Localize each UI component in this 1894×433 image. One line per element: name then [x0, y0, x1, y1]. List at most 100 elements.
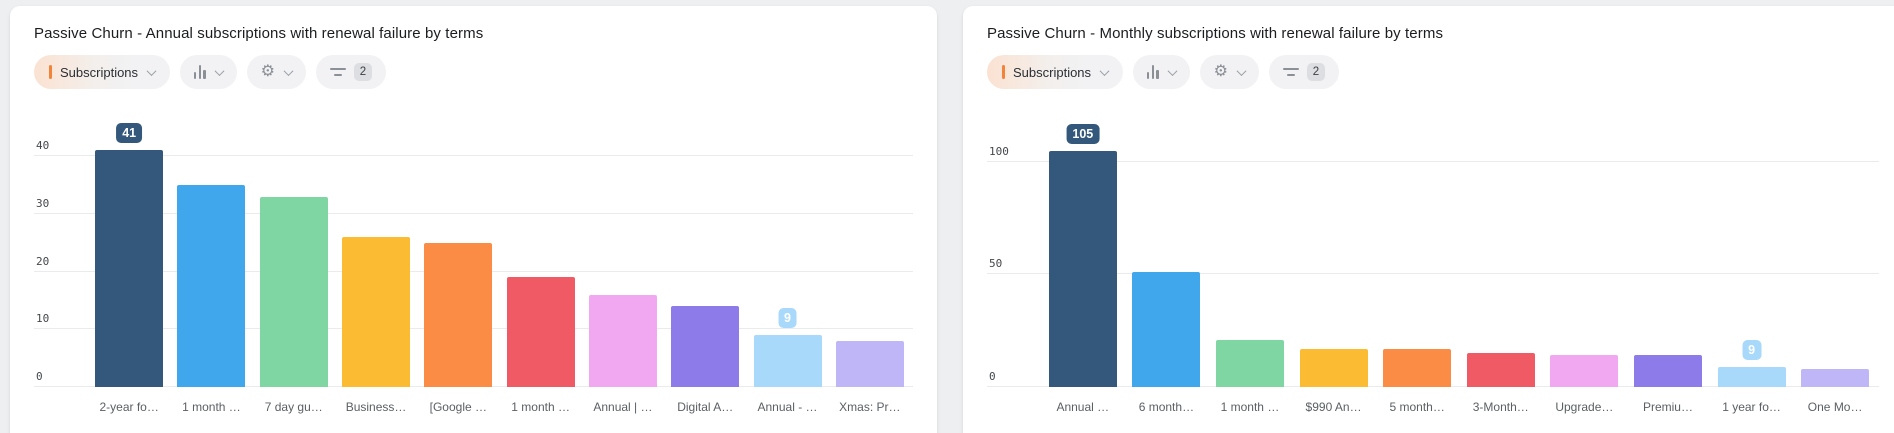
bar-1[interactable] [177, 185, 246, 387]
bar-2[interactable] [259, 196, 328, 387]
filter-pill[interactable]: 2 [315, 55, 386, 89]
x-axis-label: Annual … [1056, 400, 1110, 414]
bar-column: 9 [1710, 110, 1794, 387]
filter-lines-icon [1282, 68, 1299, 76]
chart-card-monthly: Passive Churn - Monthly subscriptions wi… [963, 6, 1894, 433]
x-axis-label: Xmas: Pr… [839, 400, 901, 414]
chart-title: Passive Churn - Monthly subscriptions wi… [987, 25, 1444, 42]
chevron-down-icon [214, 65, 225, 76]
bar-7[interactable] [671, 306, 740, 387]
chart-type-pill[interactable] [1133, 55, 1190, 89]
gear-icon: ⚙ [260, 63, 275, 80]
bar-chart-monthly: 0 50 100 105 9 Annual … 6 month… 1 month … $990… [987, 110, 1879, 414]
bar-column [1125, 110, 1209, 387]
x-axis-label: Upgrade… [1555, 400, 1614, 414]
bar-column [1543, 110, 1627, 387]
y-axis-tick-label: 30 [36, 196, 50, 210]
bar-1[interactable] [1132, 272, 1201, 387]
bar-column [253, 110, 335, 387]
bar-3[interactable] [1299, 348, 1368, 387]
data-source-label: Subscriptions [1013, 64, 1092, 80]
orange-accent-bar [1002, 65, 1005, 79]
gridline [987, 273, 1879, 275]
bar-column [582, 110, 664, 387]
chevron-down-icon [1099, 65, 1110, 76]
bars-container: 105 9 [1041, 110, 1877, 387]
data-source-label: Subscriptions [60, 64, 139, 80]
bar-column [1208, 110, 1292, 387]
bar-8[interactable] [753, 335, 822, 387]
bar-column [1292, 110, 1376, 387]
bar-column: 9 [746, 110, 828, 387]
chevron-down-icon [1236, 65, 1247, 76]
x-axis-label: Premiu… [1642, 400, 1693, 414]
settings-pill[interactable]: ⚙ [246, 55, 306, 89]
chevron-down-icon [1167, 65, 1178, 76]
chart-card-annual: Passive Churn - Annual subscriptions wit… [10, 6, 937, 433]
y-axis-tick-label: 50 [989, 257, 1003, 271]
gridline [34, 212, 913, 214]
bar-column [1626, 110, 1710, 387]
bar-5[interactable] [506, 277, 575, 387]
x-axis-label: 1 month … [1220, 400, 1280, 414]
data-source-pill[interactable]: Subscriptions [987, 55, 1124, 89]
column-chart-icon [1147, 65, 1159, 79]
x-axis-label: $990 An… [1305, 400, 1362, 414]
settings-pill[interactable]: ⚙ [1199, 55, 1259, 89]
bar-column [417, 110, 499, 387]
bar-column [664, 110, 746, 387]
bar-6[interactable] [588, 294, 657, 387]
bar-3[interactable] [342, 236, 411, 387]
orange-accent-bar [49, 65, 52, 79]
x-axis-label: 3-Month… [1472, 400, 1529, 414]
chart-type-pill[interactable] [180, 55, 237, 89]
bar-7[interactable] [1633, 355, 1702, 387]
y-axis-tick-label: 0 [36, 370, 43, 383]
bar-column [335, 110, 417, 387]
filter-pill[interactable]: 2 [1268, 55, 1339, 89]
bar-0[interactable] [1048, 150, 1117, 387]
chart-toolbar: Subscriptions ⚙ 2 [987, 55, 1879, 89]
y-axis-tick-label: 40 [36, 139, 50, 153]
bar-6[interactable] [1550, 355, 1619, 387]
bar-column [1375, 110, 1459, 387]
bar-4[interactable] [1383, 348, 1452, 387]
x-axis-label: 2-year fo… [99, 400, 159, 414]
bar-value-badge: 41 [116, 123, 143, 144]
bar-column: 41 [88, 110, 170, 387]
bar-9[interactable] [1801, 368, 1870, 387]
x-axis-label: Digital A… [677, 400, 734, 414]
x-axis: 2-year fo… 1 month … 7 day gu… Business… [Go… [88, 400, 911, 414]
bar-8[interactable] [1717, 366, 1786, 387]
column-chart-icon [194, 65, 206, 79]
chevron-down-icon [283, 65, 294, 76]
x-axis: Annual … 6 month… 1 month … $990 An… 5 month… [1041, 400, 1877, 414]
filter-count-badge: 2 [353, 63, 372, 81]
bar-column [499, 110, 581, 387]
data-source-pill[interactable]: Subscriptions [34, 55, 171, 89]
chevron-down-icon [146, 65, 157, 76]
x-axis-label: 1 year fo… [1722, 400, 1781, 414]
bar-value-badge: 9 [778, 308, 797, 329]
bar-4[interactable] [424, 242, 493, 387]
bar-2[interactable] [1215, 339, 1284, 387]
bar-5[interactable] [1466, 353, 1535, 387]
x-axis-label: 6 month… [1138, 400, 1195, 414]
filter-lines-icon [329, 68, 346, 76]
chart-toolbar: Subscriptions ⚙ 2 [34, 55, 913, 89]
bars-container: 41 9 [88, 110, 911, 387]
bar-column [829, 110, 911, 387]
gridline [987, 160, 1879, 162]
x-axis-label: Business… [345, 400, 407, 414]
y-axis-tick-label: 20 [36, 254, 50, 268]
y-axis-tick-label: 10 [36, 312, 50, 326]
x-axis-label: 5 month… [1389, 400, 1445, 414]
bar-column: 105 [1041, 110, 1125, 387]
bar-chart-annual: 0 10 20 30 40 41 9 2-year fo… 1 month … 7 day gu… [34, 110, 913, 414]
bar-9[interactable] [835, 340, 904, 387]
x-axis-label: 7 day gu… [264, 400, 323, 414]
x-axis-label: Annual | … [593, 400, 653, 414]
bar-0[interactable] [95, 150, 164, 387]
plot-area: 0 10 20 30 40 41 9 [34, 110, 913, 387]
